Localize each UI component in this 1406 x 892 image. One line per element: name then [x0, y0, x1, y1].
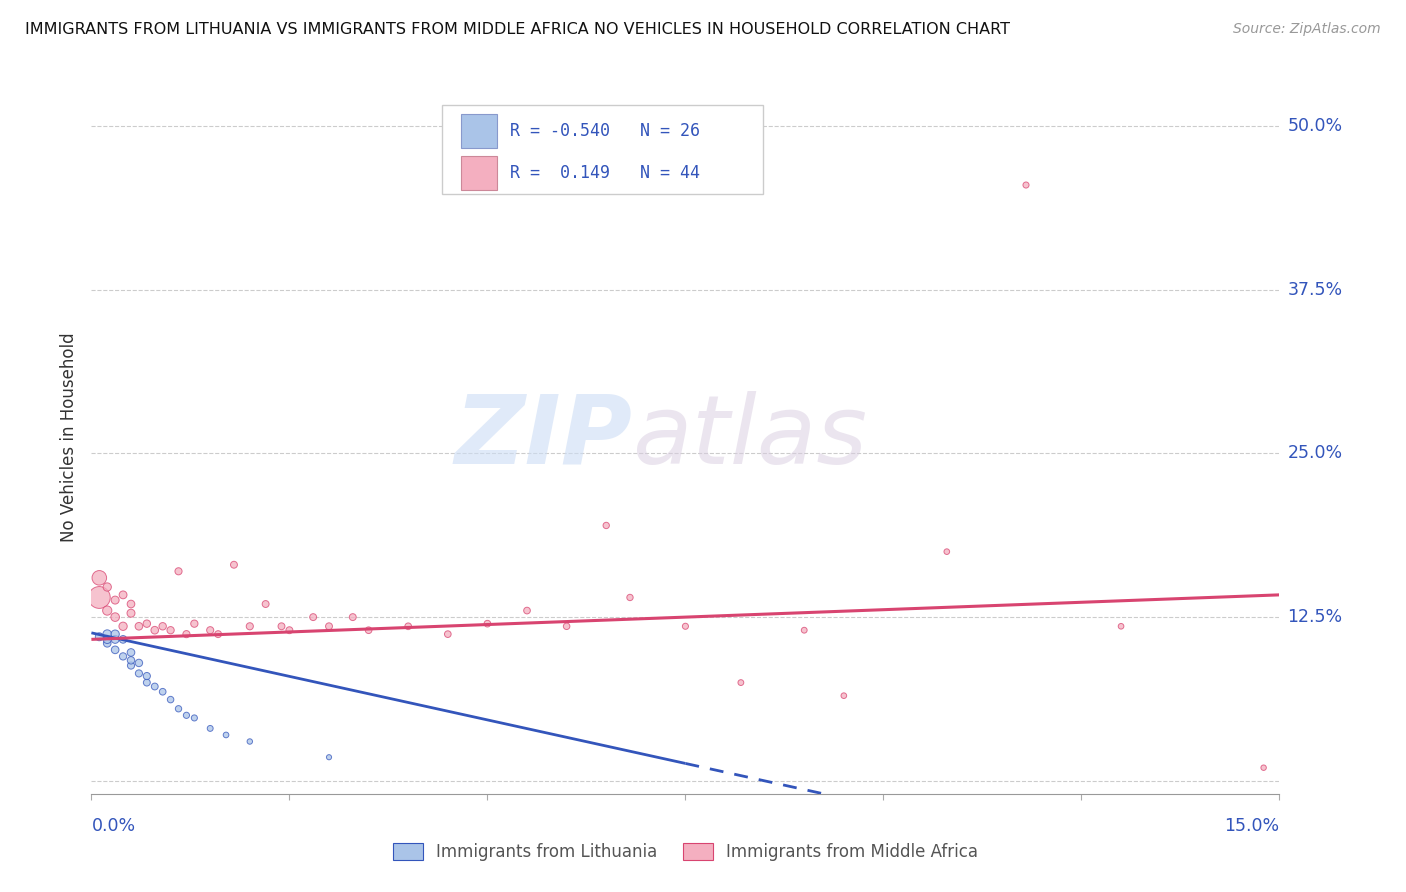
FancyBboxPatch shape	[441, 105, 762, 194]
Point	[104, 593, 127, 607]
Point	[239, 619, 262, 633]
Point	[1015, 178, 1038, 192]
Point	[793, 624, 815, 638]
Point	[183, 711, 205, 725]
Text: R =  0.149   N = 44: R = 0.149 N = 44	[509, 164, 700, 182]
Point	[89, 571, 111, 585]
Point	[673, 619, 696, 633]
Y-axis label: No Vehicles in Household: No Vehicles in Household	[60, 332, 79, 542]
Text: 12.5%: 12.5%	[1288, 608, 1343, 626]
Point	[477, 616, 499, 631]
Point	[167, 564, 190, 578]
Point	[104, 632, 127, 647]
Text: atlas: atlas	[631, 391, 868, 483]
Text: 0.0%: 0.0%	[91, 817, 135, 836]
Point	[112, 619, 135, 633]
Point	[318, 750, 340, 764]
Point	[96, 580, 118, 594]
Point	[152, 685, 174, 699]
Point	[396, 619, 419, 633]
Point	[128, 619, 150, 633]
Point	[619, 591, 641, 605]
Point	[135, 669, 157, 683]
Point	[270, 619, 292, 633]
Point	[200, 722, 222, 736]
Point	[96, 627, 118, 641]
Text: R = -0.540   N = 26: R = -0.540 N = 26	[509, 122, 700, 140]
Point	[120, 606, 142, 620]
Point	[112, 632, 135, 647]
Point	[120, 653, 142, 667]
Text: Source: ZipAtlas.com: Source: ZipAtlas.com	[1233, 22, 1381, 37]
Point	[832, 689, 855, 703]
Text: IMMIGRANTS FROM LITHUANIA VS IMMIGRANTS FROM MIDDLE AFRICA NO VEHICLES IN HOUSEH: IMMIGRANTS FROM LITHUANIA VS IMMIGRANTS …	[25, 22, 1011, 37]
Point	[96, 636, 118, 650]
Text: 50.0%: 50.0%	[1288, 117, 1343, 135]
Point	[215, 728, 238, 742]
Point	[120, 597, 142, 611]
Point	[176, 708, 198, 723]
Point	[436, 627, 458, 641]
Point	[152, 619, 174, 633]
Point	[207, 627, 229, 641]
Text: ZIP: ZIP	[454, 391, 631, 483]
Point	[302, 610, 325, 624]
Point	[128, 656, 150, 670]
Point	[143, 680, 166, 694]
Point	[200, 624, 222, 638]
Point	[104, 610, 127, 624]
Point	[239, 734, 262, 748]
Point	[135, 675, 157, 690]
Point	[96, 603, 118, 617]
Point	[1253, 761, 1275, 775]
Point	[89, 630, 111, 644]
Text: 37.5%: 37.5%	[1288, 281, 1343, 299]
Point	[96, 632, 118, 647]
FancyBboxPatch shape	[461, 156, 496, 190]
Point	[342, 610, 364, 624]
Point	[159, 692, 181, 706]
Point	[176, 627, 198, 641]
Point	[254, 597, 277, 611]
Point	[135, 616, 157, 631]
Point	[112, 649, 135, 664]
Point	[555, 619, 578, 633]
Point	[167, 702, 190, 716]
Point	[183, 616, 205, 631]
Point	[595, 518, 617, 533]
Point	[357, 624, 380, 638]
Point	[112, 588, 135, 602]
Point	[278, 624, 301, 638]
Point	[935, 544, 957, 558]
Point	[730, 675, 752, 690]
Point	[104, 643, 127, 657]
Text: 25.0%: 25.0%	[1288, 444, 1343, 462]
Legend: Immigrants from Lithuania, Immigrants from Middle Africa: Immigrants from Lithuania, Immigrants fr…	[387, 836, 984, 868]
Text: 15.0%: 15.0%	[1225, 817, 1279, 836]
FancyBboxPatch shape	[461, 114, 496, 148]
Point	[120, 645, 142, 659]
Point	[120, 658, 142, 673]
Point	[222, 558, 245, 572]
Point	[159, 624, 181, 638]
Point	[1109, 619, 1132, 633]
Point	[128, 666, 150, 681]
Point	[143, 624, 166, 638]
Point	[318, 619, 340, 633]
Point	[89, 591, 111, 605]
Point	[104, 627, 127, 641]
Point	[516, 603, 538, 617]
